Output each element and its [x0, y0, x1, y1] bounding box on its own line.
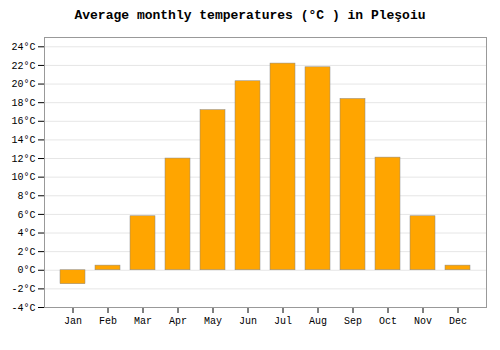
svg-text:-2°C: -2°C	[11, 284, 35, 295]
svg-text:May: May	[204, 316, 222, 327]
svg-text:18°C: 18°C	[11, 98, 35, 109]
svg-text:12°C: 12°C	[11, 154, 35, 165]
svg-text:20°C: 20°C	[11, 79, 35, 90]
svg-text:Aug: Aug	[309, 316, 327, 327]
svg-text:10°C: 10°C	[11, 172, 35, 183]
svg-text:0°C: 0°C	[17, 265, 35, 276]
html-text:Average monthly temperatures (: Average monthly temperatures (°C ) in Pl…	[74, 8, 426, 23]
svg-text:Oct: Oct	[379, 316, 397, 327]
svg-text:Jan: Jan	[64, 316, 82, 327]
svg-text:16°C: 16°C	[11, 116, 35, 127]
svg-text:Apr: Apr	[169, 316, 187, 327]
svg-text:Mar: Mar	[134, 316, 152, 327]
svg-text:Jul: Jul	[274, 316, 292, 327]
svg-text:Dec: Dec	[449, 316, 467, 327]
svg-text:22°C: 22°C	[11, 61, 35, 72]
svg-text:Jun: Jun	[239, 316, 257, 327]
svg-text:Nov: Nov	[414, 316, 432, 327]
svg-text:2°C: 2°C	[17, 247, 35, 258]
svg-text:Sep: Sep	[344, 316, 362, 327]
svg-text:14°C: 14°C	[11, 135, 35, 146]
svg-text:8°C: 8°C	[17, 191, 35, 202]
svg-text:-4°C: -4°C	[11, 303, 35, 314]
svg-text:Feb: Feb	[99, 316, 117, 327]
svg-text:24°C: 24°C	[11, 42, 35, 53]
svg-text:6°C: 6°C	[17, 210, 35, 221]
svg-text:4°C: 4°C	[17, 228, 35, 239]
